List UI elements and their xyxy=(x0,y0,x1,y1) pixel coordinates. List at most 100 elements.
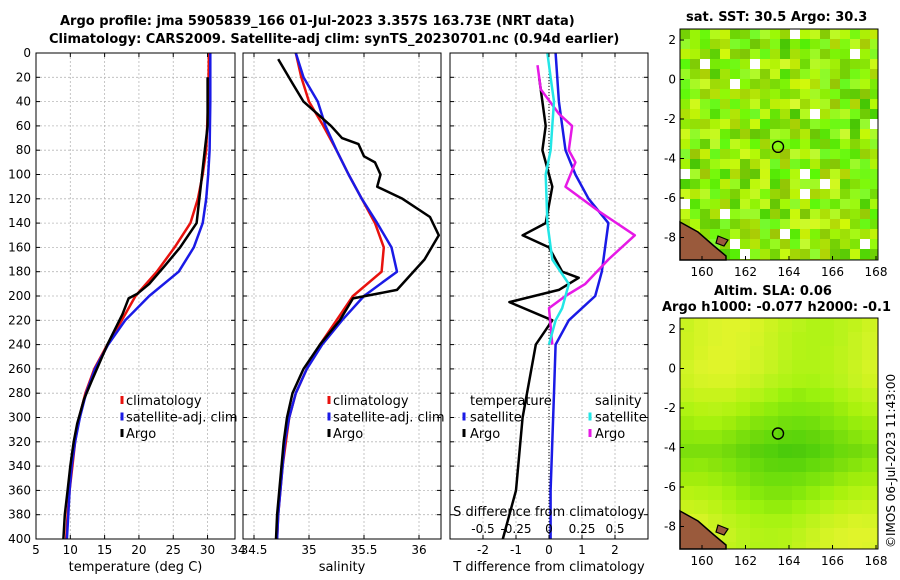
map-frame xyxy=(679,317,879,550)
map-cell xyxy=(870,169,878,180)
series-line-t-argo xyxy=(501,77,580,540)
map-cell xyxy=(862,416,877,431)
map-cell xyxy=(780,59,791,70)
map-cell xyxy=(830,249,841,260)
map-cell xyxy=(750,199,761,210)
map-cell xyxy=(778,332,793,347)
map-cell xyxy=(834,346,849,361)
map-cell xyxy=(764,542,779,549)
map-cell xyxy=(820,444,835,459)
y-tick-label: 400 xyxy=(8,532,31,546)
map-cell xyxy=(820,189,831,200)
map-cell xyxy=(850,149,861,160)
map-cell xyxy=(750,332,765,347)
map-cell xyxy=(790,229,801,240)
map-cell xyxy=(778,318,793,333)
map-cell xyxy=(806,444,821,459)
map-cell xyxy=(710,209,721,220)
map-cell xyxy=(730,209,741,220)
map-cell xyxy=(694,360,709,375)
y-tick-label: 320 xyxy=(8,435,31,449)
map-cell xyxy=(778,528,793,543)
map-cell xyxy=(760,189,771,200)
map-cell xyxy=(770,189,781,200)
map-cell xyxy=(764,416,779,431)
map-cell xyxy=(764,402,779,417)
map-cell xyxy=(848,430,863,445)
map-cell xyxy=(790,119,801,130)
map-cell xyxy=(790,179,801,190)
map-cell xyxy=(710,109,721,120)
x-tick-label: 2 xyxy=(611,543,619,557)
map-cell xyxy=(694,486,709,501)
map-cell xyxy=(700,59,711,70)
map-cell xyxy=(806,542,821,549)
map-cell xyxy=(722,458,737,473)
map-cell xyxy=(810,99,821,110)
map-y-tick-label: 0 xyxy=(668,362,676,376)
map-cell xyxy=(680,199,691,210)
map-cell xyxy=(876,374,878,389)
map-cell xyxy=(860,209,871,220)
map-cell xyxy=(740,99,751,110)
map-cell xyxy=(710,119,721,130)
map-cell xyxy=(750,119,761,130)
map-cell xyxy=(770,249,781,260)
y-tick-label: 360 xyxy=(8,483,31,497)
map-cell xyxy=(680,79,691,90)
map-cell xyxy=(820,388,835,403)
map-cell xyxy=(834,542,849,549)
x-axis-label: salinity xyxy=(319,560,366,575)
map-cell xyxy=(730,239,741,250)
map-cell xyxy=(708,388,723,403)
map-cell xyxy=(810,159,821,170)
map-cell xyxy=(708,360,723,375)
map-cell xyxy=(680,109,691,120)
map-cell xyxy=(722,430,737,445)
map-cell xyxy=(780,89,791,100)
map-cell xyxy=(690,219,701,230)
map-cell xyxy=(800,179,811,190)
map-x-tick-label: 164 xyxy=(778,554,801,568)
map-cell xyxy=(790,249,801,260)
map-cell xyxy=(850,49,861,60)
map-cell xyxy=(800,59,811,70)
map-cell xyxy=(800,119,811,130)
map-cell xyxy=(740,209,751,220)
x-tick-label: 36 xyxy=(411,543,426,557)
map-cell xyxy=(800,239,811,250)
map-y-tick-label: -4 xyxy=(664,152,676,166)
x-tick-label: 10 xyxy=(63,543,78,557)
map-cell xyxy=(820,89,831,100)
map-cell xyxy=(810,129,821,140)
map-cell xyxy=(750,89,761,100)
map-cell xyxy=(760,179,771,190)
map-cell xyxy=(740,219,751,230)
map-cell xyxy=(820,430,835,445)
map-cell xyxy=(820,318,835,333)
map-cell xyxy=(862,318,877,333)
map-cell xyxy=(680,129,691,140)
map-cell xyxy=(870,79,878,90)
legend-s-label: Argo xyxy=(595,427,625,442)
map-cell xyxy=(800,249,811,260)
map-cell xyxy=(810,139,821,150)
map-cell xyxy=(730,79,741,90)
map-cell xyxy=(876,514,878,529)
map-cell xyxy=(820,458,835,473)
map-cell xyxy=(810,69,821,80)
map-cell xyxy=(680,388,695,403)
map-cell xyxy=(800,259,811,260)
map-cell xyxy=(862,332,877,347)
map-cell xyxy=(720,69,731,80)
map-cell xyxy=(740,119,751,130)
map-cell xyxy=(810,149,821,160)
map-cell xyxy=(840,139,851,150)
legend-label: climatology xyxy=(333,394,409,409)
map-cell xyxy=(792,332,807,347)
map-cell xyxy=(848,444,863,459)
map-cell xyxy=(790,69,801,80)
map-cell xyxy=(708,486,723,501)
map-cell xyxy=(810,189,821,200)
map-cell xyxy=(736,486,751,501)
